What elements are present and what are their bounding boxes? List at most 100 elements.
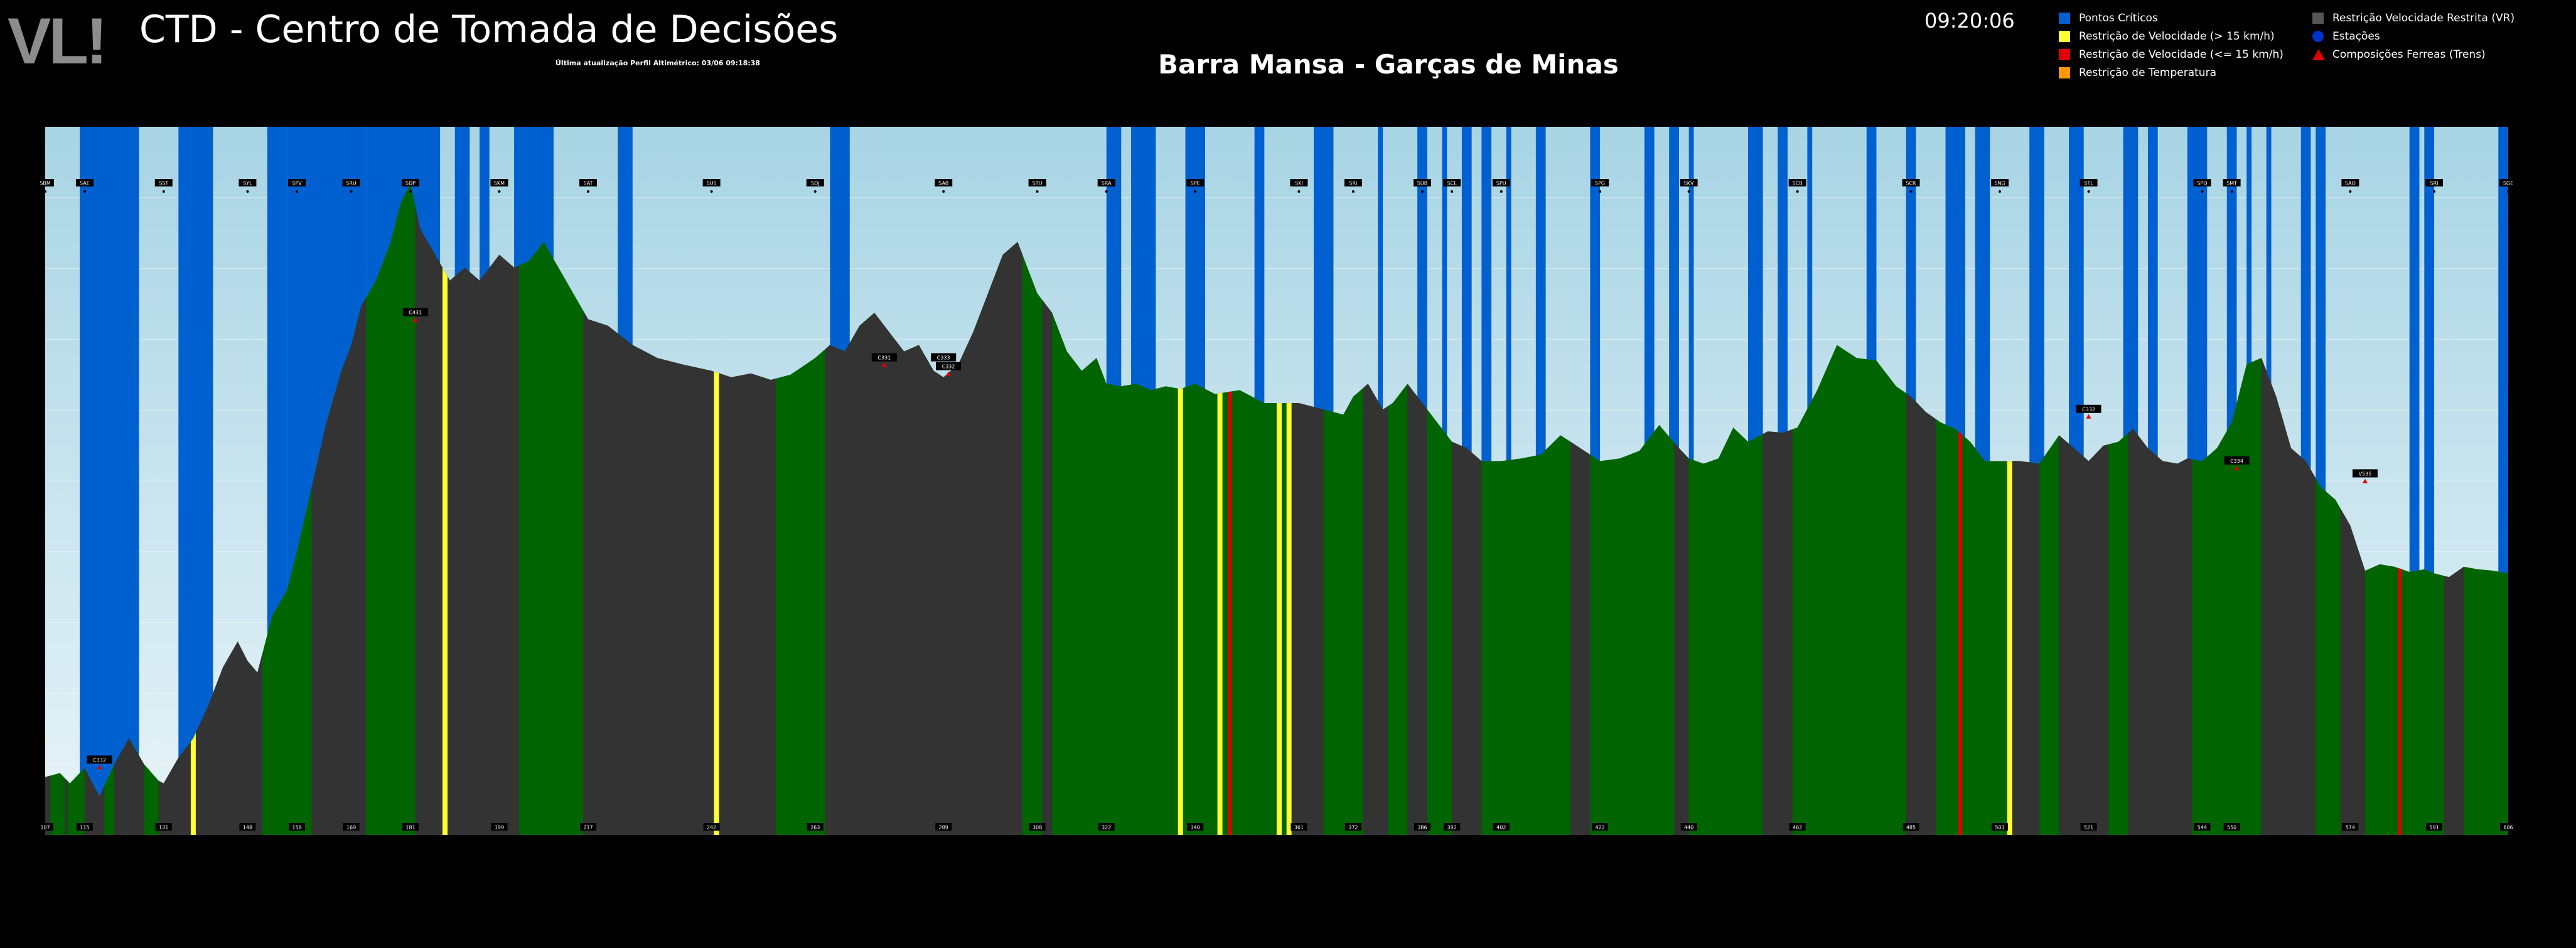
station-marker	[1420, 190, 1424, 193]
legend-item-temperature: Restrição de Temperatura	[2059, 63, 2284, 82]
station-label: SUB	[1417, 181, 1427, 186]
vr-zone	[415, 183, 519, 835]
station-label: SDP	[405, 181, 416, 186]
station-label-box	[1591, 179, 1609, 186]
station-marker	[2507, 190, 2509, 193]
km-label-box	[239, 823, 256, 831]
station-label: SRA	[1102, 181, 1112, 186]
km-label-box	[1902, 823, 1919, 831]
speed-restriction-gt15	[2007, 183, 2012, 835]
km-label-box	[76, 823, 93, 831]
station-label-box	[1344, 179, 1362, 186]
km-label-box	[703, 823, 720, 831]
train-label-box	[402, 308, 428, 316]
station-label-box	[1443, 179, 1461, 186]
km-label-box	[1098, 823, 1115, 831]
station-label: SAB	[938, 181, 948, 186]
station-label: SPU	[1496, 181, 1506, 186]
station-marker	[1036, 190, 1039, 193]
station-label: SRI	[1349, 181, 1357, 186]
station-marker	[1194, 190, 1197, 193]
station-marker	[296, 190, 299, 193]
clock: 09:20:06	[1924, 9, 2015, 33]
train-marker	[412, 317, 418, 322]
km-label: 402	[1496, 825, 1506, 831]
station-label-box	[154, 179, 173, 186]
speed-restriction-gt15	[1276, 183, 1282, 835]
station-label-box	[1290, 179, 1308, 186]
km-label: 392	[1447, 825, 1457, 831]
station-marker	[587, 190, 590, 193]
station-label: SNG	[1994, 181, 2005, 186]
km-label-box	[1992, 823, 2009, 831]
train-marker	[97, 765, 102, 770]
km-label: 440	[1684, 825, 1693, 831]
km-label: 550	[2227, 825, 2236, 831]
station-label: SKV	[1684, 181, 1694, 186]
station-label-box	[579, 179, 598, 186]
train-label: V535	[2359, 471, 2372, 477]
train-marker	[2362, 478, 2368, 483]
station-label: SYL	[243, 181, 252, 186]
legend-item-vr: Restrição Velocidade Restrita (VR)	[2312, 9, 2514, 27]
km-label: 158	[292, 825, 301, 831]
train-label-box	[931, 353, 957, 362]
triangle-icon	[2312, 48, 2325, 60]
train-marker	[946, 371, 952, 376]
legend-column-2: Restrição Velocidade Restrita (VR) Estaç…	[2312, 9, 2514, 63]
station-label: SPQ	[2197, 181, 2207, 186]
station-label: SPV	[292, 181, 302, 186]
station-label: SUS	[707, 181, 717, 186]
speed-restriction-gt15	[1217, 183, 1223, 835]
station-label-box	[2193, 179, 2211, 186]
km-label-box	[1414, 823, 1430, 831]
station-label: SST	[159, 181, 168, 186]
station-label: SDJ	[811, 181, 820, 186]
legend-item-trains: Composições Ferreas (Trens)	[2312, 45, 2514, 63]
station-label-box	[2223, 179, 2241, 186]
station-label: SCB	[1793, 181, 1803, 186]
station-marker	[1105, 190, 1108, 193]
station-label: SGE	[2503, 181, 2513, 186]
station-marker	[162, 190, 165, 193]
legend-item-speed-le15: Restrição de Velocidade (<= 15 km/h)	[2059, 45, 2284, 63]
legend-item-speed-gt15: Restrição de Velocidade (> 15 km/h)	[2059, 27, 2284, 45]
station-label: SAT	[584, 181, 593, 186]
station-label-box	[806, 179, 824, 186]
speed-restriction-gt15	[442, 183, 448, 835]
station-marker	[409, 190, 412, 193]
train-marker	[2234, 465, 2240, 470]
km-label: 422	[1595, 825, 1604, 831]
train-label: C331	[877, 355, 891, 361]
km-label: 115	[80, 825, 89, 831]
km-label: 199	[495, 825, 504, 831]
train-marker	[2086, 414, 2091, 419]
km-label-box	[2080, 823, 2097, 831]
station-label-box	[2499, 179, 2517, 186]
km-label-box	[935, 823, 952, 831]
km-label: 574	[2346, 825, 2355, 831]
station-label-box	[1186, 179, 1205, 186]
route-title: Barra Mansa - Garças de Minas	[1158, 49, 1619, 80]
station-label: SRU	[346, 181, 357, 186]
km-label-box	[1187, 823, 1204, 831]
station-label: SPE	[1191, 181, 1200, 186]
train-label: C332	[2082, 407, 2095, 412]
vr-zone	[1042, 183, 1053, 835]
square-icon	[2059, 48, 2070, 60]
station-label: SAO	[2345, 181, 2356, 186]
km-label: 242	[707, 825, 716, 831]
train-label-box	[2076, 404, 2101, 413]
km-label-box	[1592, 823, 1609, 831]
station-marker	[1796, 190, 1799, 193]
train-label: C334	[2230, 458, 2243, 464]
station-label: SBM	[40, 181, 51, 186]
train-marker	[881, 362, 887, 367]
station-marker	[1999, 190, 2002, 193]
km-label-box	[1029, 823, 1046, 831]
train-label-box	[2352, 469, 2378, 478]
km-label-box	[1291, 823, 1307, 831]
station-marker	[246, 190, 249, 193]
km-label-box	[1444, 823, 1461, 831]
km-label-box	[289, 823, 306, 831]
